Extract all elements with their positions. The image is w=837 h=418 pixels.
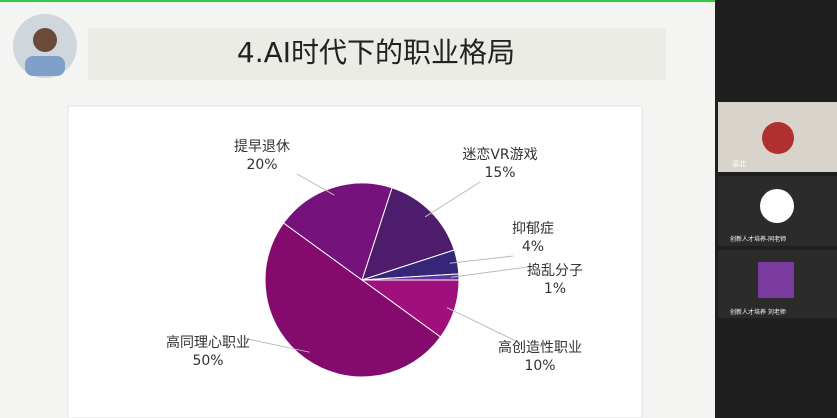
- slice-label: 高创造性职业: [498, 339, 582, 356]
- pie-slice: [264, 222, 442, 378]
- slice-value: 10%: [524, 358, 555, 374]
- participant-logo: [760, 189, 794, 223]
- participant-name: 创新人才培养-同老师: [730, 235, 786, 243]
- share-border: [0, 0, 715, 2]
- slice-value: 50%: [192, 353, 223, 369]
- participant-name: 温北: [732, 159, 746, 168]
- participant-video: [758, 262, 794, 298]
- leader-line: [242, 337, 310, 353]
- slice-value: 20%: [246, 157, 277, 173]
- slice-label: 高同理心职业: [166, 334, 250, 351]
- pie-slice: [282, 182, 393, 281]
- avatar-head: [33, 28, 57, 52]
- slice-value: 15%: [484, 165, 515, 181]
- slice-label: 迷恋VR游戏: [462, 146, 537, 163]
- leader-line: [449, 255, 514, 264]
- pie-slice: [361, 187, 455, 281]
- avatar-body: [25, 56, 65, 76]
- slice-label: 抑郁症: [512, 221, 554, 237]
- participant-figure: [762, 122, 794, 154]
- title-bar: [88, 28, 666, 80]
- participant-name: 创新人才培养 刘老师: [730, 308, 786, 316]
- leader-line: [296, 173, 335, 196]
- slice-label: 捣乱分子: [527, 262, 583, 279]
- slide-title: 4.AI时代下的职业格局: [237, 36, 515, 69]
- slice-value: 1%: [544, 281, 566, 297]
- leader-line: [451, 265, 536, 278]
- slice-label: 提早退休: [234, 139, 290, 155]
- leader-line: [424, 181, 481, 218]
- slice-value: 4%: [522, 239, 544, 255]
- leader-line: [446, 307, 521, 344]
